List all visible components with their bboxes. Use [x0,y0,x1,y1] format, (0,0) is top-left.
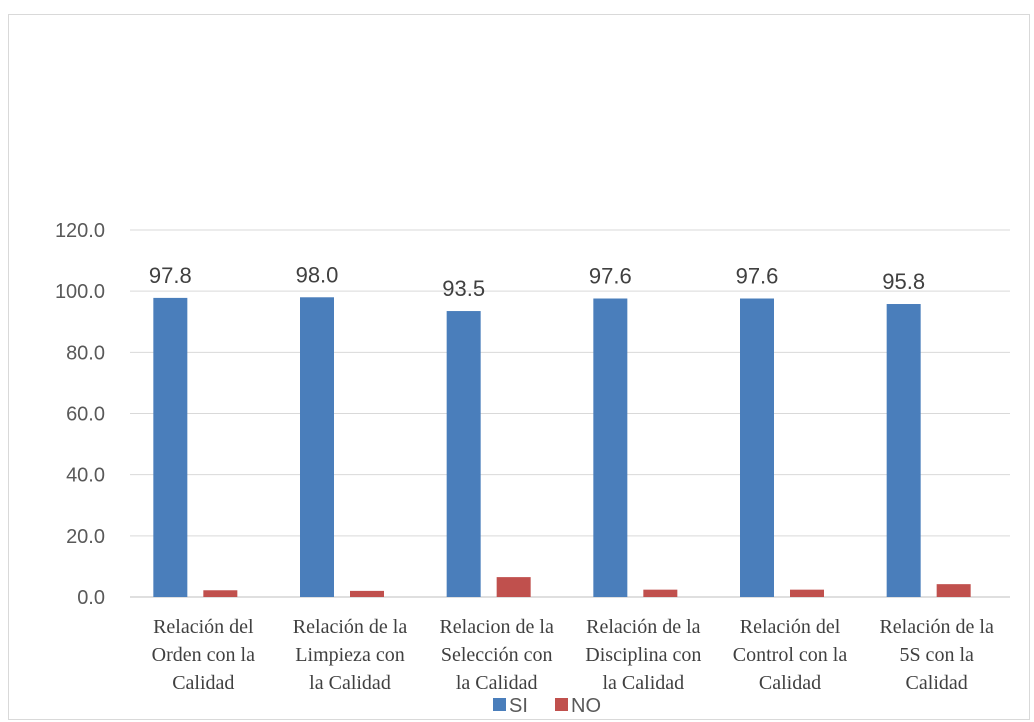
category-label-line: Relación de la [879,616,994,638]
category-label-line: Control con la [733,644,848,666]
bar-si-0 [153,297,188,597]
category-label-line: Limpieza con [295,644,404,666]
bar-no-0 [203,590,238,597]
bar-si-1 [300,297,334,597]
bars [153,297,971,597]
legend-label-si: SI [509,695,528,717]
legend-swatch-no [555,698,568,711]
category-label-line: Selección con [441,644,553,666]
bar-si-3 [593,298,628,597]
y-tick-label: 80.0 [66,342,105,364]
y-tick-label: 100.0 [55,281,105,303]
y-tick-label: 60.0 [66,404,105,426]
bar-no-2 [496,577,531,597]
y-axis-ticks: 0.0 20.0 40.0 60.0 80.0 100.0 120.0 [55,220,105,609]
category-label-line: Relación del [740,616,841,638]
y-tick-label: 40.0 [66,465,105,487]
y-tick-label: 20.0 [66,526,105,548]
category-label-line: Disciplina con [585,644,701,666]
category-label-line: Relación de la [586,616,701,638]
data-label-si-5: 95.8 [882,269,925,294]
category-label-line: Calidad [172,672,234,694]
category-labels: Relación del Orden con la Calidad Relación … [152,616,994,694]
data-label-si-2: 93.5 [442,276,485,301]
data-labels: 97.8 98.0 93.5 97.6 97.6 95.8 [149,262,925,301]
legend: SI NO [493,695,601,717]
category-label-line: la Calidad [309,672,391,694]
data-label-si-3: 97.6 [589,264,632,289]
bar-no-1 [350,590,384,597]
legend-label-no: NO [571,695,601,717]
category-label-line: Relacion de la [439,616,554,638]
category-label-line: Calidad [759,672,821,694]
bar-si-4 [740,298,774,597]
legend-swatch-si [493,698,506,711]
bar-si-2 [446,311,481,597]
category-label-line: Orden con la [152,644,255,666]
category-label-line: la Calidad [456,672,538,694]
category-label-line: Relación de la [293,616,408,638]
category-label-line: Calidad [906,672,968,694]
bar-si-5 [886,304,921,597]
bar-no-4 [790,589,824,597]
y-tick-label: 120.0 [55,220,105,242]
bar-no-3 [643,589,678,597]
gridlines [130,229,1010,598]
y-tick-label: 0.0 [77,587,105,609]
data-label-si-0: 97.8 [149,263,192,288]
category-label-line: 5S con la [899,644,974,666]
category-label-line: la Calidad [603,672,685,694]
data-label-si-1: 98.0 [296,262,339,287]
category-label-line: Relación del [153,616,254,638]
bar-no-5 [936,584,971,597]
data-label-si-4: 97.6 [736,264,779,289]
